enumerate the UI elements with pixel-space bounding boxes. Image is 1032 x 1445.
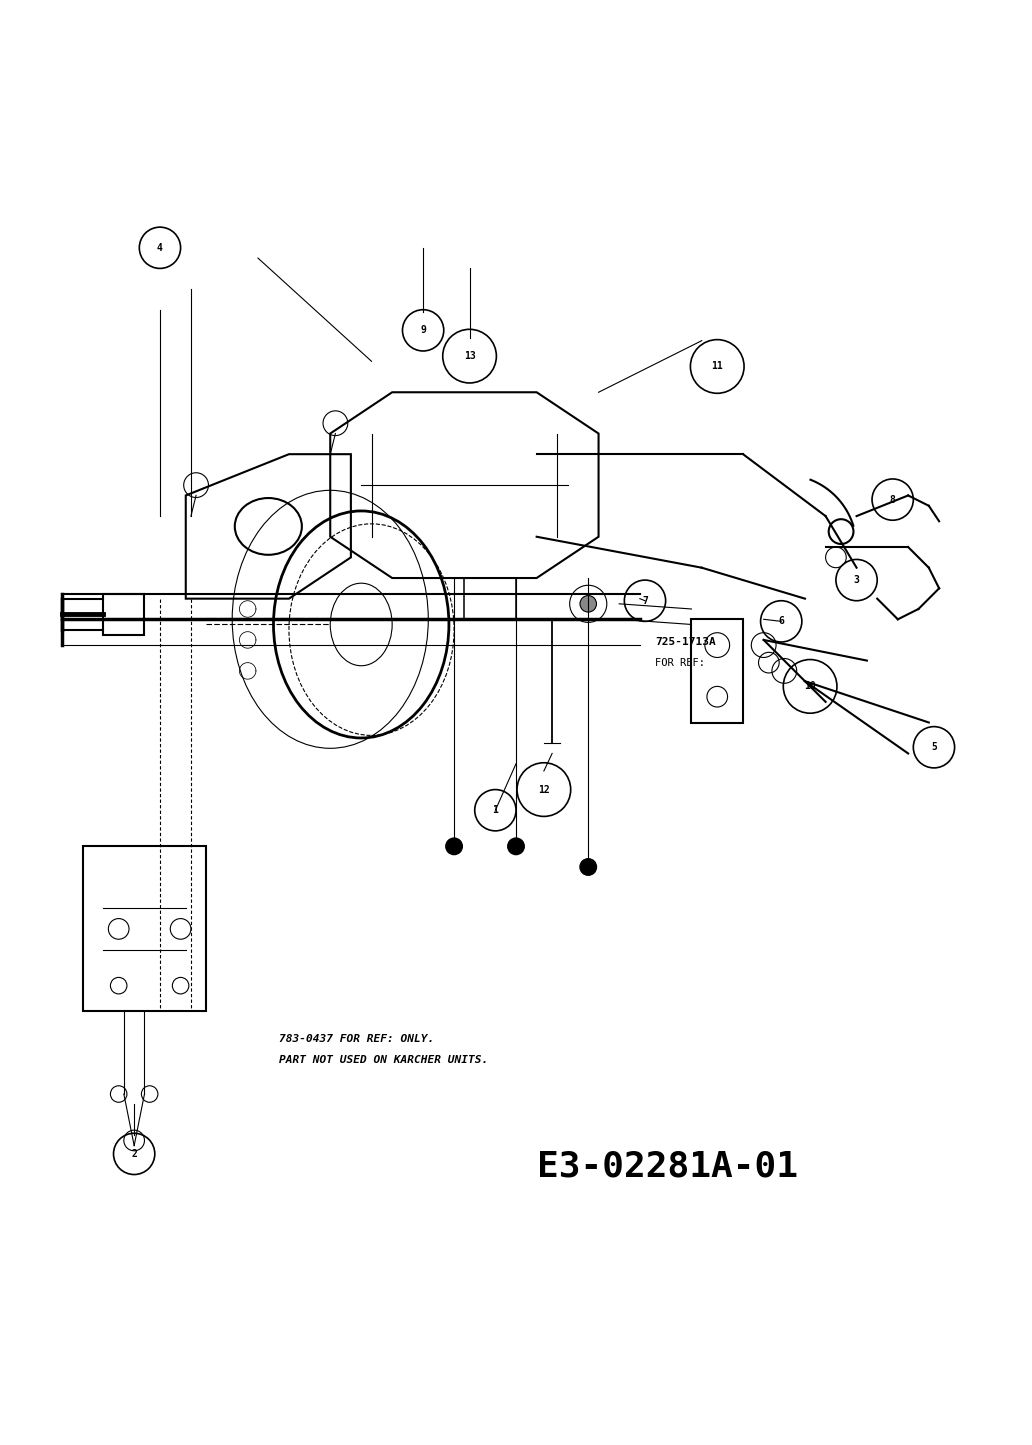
Text: 5: 5 (931, 743, 937, 753)
Text: PART NOT USED ON KARCHER UNITS.: PART NOT USED ON KARCHER UNITS. (279, 1055, 488, 1065)
Text: 12: 12 (538, 785, 550, 795)
Text: 3: 3 (853, 575, 860, 585)
Text: 783-0437 FOR REF: ONLY.: 783-0437 FOR REF: ONLY. (279, 1035, 433, 1045)
Text: 2: 2 (131, 1149, 137, 1159)
Circle shape (580, 858, 596, 876)
Text: 8: 8 (890, 494, 896, 504)
Text: 725-1713A: 725-1713A (655, 637, 716, 647)
Text: 11: 11 (711, 361, 723, 371)
Text: 10: 10 (804, 682, 816, 691)
Circle shape (508, 838, 524, 854)
Circle shape (580, 595, 596, 613)
Circle shape (446, 838, 462, 854)
Text: 7: 7 (642, 595, 648, 605)
Text: 1: 1 (492, 805, 498, 815)
Text: FOR REF:: FOR REF: (655, 657, 705, 668)
Text: 9: 9 (420, 325, 426, 335)
Text: 4: 4 (157, 243, 163, 253)
Text: E3-02281A-01: E3-02281A-01 (537, 1150, 798, 1183)
Text: 13: 13 (463, 351, 476, 361)
Text: 6: 6 (778, 617, 784, 626)
